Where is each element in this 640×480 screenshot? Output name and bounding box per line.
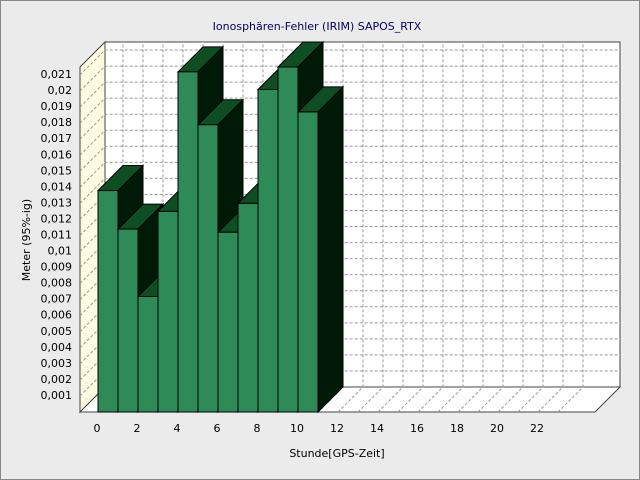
bar: [157, 210, 179, 413]
bar: [177, 71, 199, 413]
grid-line-x: [377, 42, 404, 413]
grid-line-x: [457, 42, 484, 413]
chart-title: Ionosphären-Fehler (IRIM) SAPOS_RTX: [213, 20, 422, 33]
x-tick-label: 16: [410, 422, 424, 435]
bar: [197, 124, 219, 413]
y-tick-label: 0,02: [48, 84, 73, 97]
y-tick-label: 0,014: [41, 180, 73, 193]
bar-side: [317, 85, 344, 414]
y-tick-label: 0,008: [41, 277, 73, 290]
grid-line: [79, 129, 620, 156]
y-tick-label: 0,009: [41, 261, 73, 274]
y-tick-label: 0,007: [41, 293, 73, 306]
grid-line-x: [497, 42, 524, 413]
y-axis-label: Meter (95%-ig): [20, 199, 33, 281]
x-tick-label: 2: [134, 422, 141, 435]
y-tick-label: 0,006: [41, 309, 73, 322]
bar: [97, 190, 119, 413]
x-tick-label: 4: [174, 422, 181, 435]
x-axis-label: Stunde[GPS-Zeit]: [289, 447, 384, 460]
y-tick-label: 0,019: [41, 100, 73, 113]
grid-line: [79, 65, 620, 92]
grid-line: [79, 81, 620, 108]
x-tick-label: 6: [214, 422, 221, 435]
bar: [297, 111, 319, 413]
x-tick-label: 10: [290, 422, 304, 435]
bar: [277, 66, 299, 413]
x-tick-label: 12: [330, 422, 344, 435]
grid-line-x: [477, 42, 504, 413]
grid-line: [79, 161, 620, 188]
grid-line: [79, 97, 620, 124]
grid-line-x: [357, 42, 384, 413]
grid-line-x: [517, 42, 544, 413]
x-tick-label: 20: [490, 422, 504, 435]
grid-line-x: [437, 42, 464, 413]
grid-line-x: [537, 42, 564, 413]
y-tick-label: 0,015: [41, 164, 73, 177]
grid-line-x: [557, 42, 584, 413]
y-tick-label: 0,021: [41, 68, 73, 81]
grid-line-x: [337, 42, 364, 413]
bar: [237, 202, 259, 413]
y-tick-label: 0,003: [41, 357, 73, 370]
bar: [257, 88, 279, 413]
y-tick-label: 0,01: [48, 245, 73, 258]
bar: [137, 295, 159, 413]
grid-line: [79, 145, 620, 172]
y-tick-label: 0,002: [41, 373, 73, 386]
grid-line: [79, 49, 620, 76]
grid-line-x: [397, 42, 424, 413]
grid-line: [79, 113, 620, 140]
y-tick-label: 0,004: [41, 341, 73, 354]
y-tick-label: 0,017: [41, 132, 73, 145]
x-tick-label: 18: [450, 422, 464, 435]
y-tick-label: 0,011: [41, 228, 73, 241]
x-tick-label: 0: [94, 422, 101, 435]
grid-line-x: [417, 42, 444, 413]
x-tick-label: 8: [254, 422, 261, 435]
y-tick-label: 0,005: [41, 325, 73, 338]
bar: [117, 228, 139, 413]
y-tick-label: 0,016: [41, 148, 73, 161]
y-tick-label: 0,013: [41, 196, 73, 209]
y-tick-label: 0,001: [41, 389, 73, 402]
x-tick-label: 14: [370, 422, 384, 435]
x-tick-label: 22: [530, 422, 544, 435]
y-tick-label: 0,018: [41, 116, 73, 129]
bar: [217, 231, 239, 413]
y-tick-label: 0,012: [41, 212, 73, 225]
grid-line: [79, 177, 620, 204]
